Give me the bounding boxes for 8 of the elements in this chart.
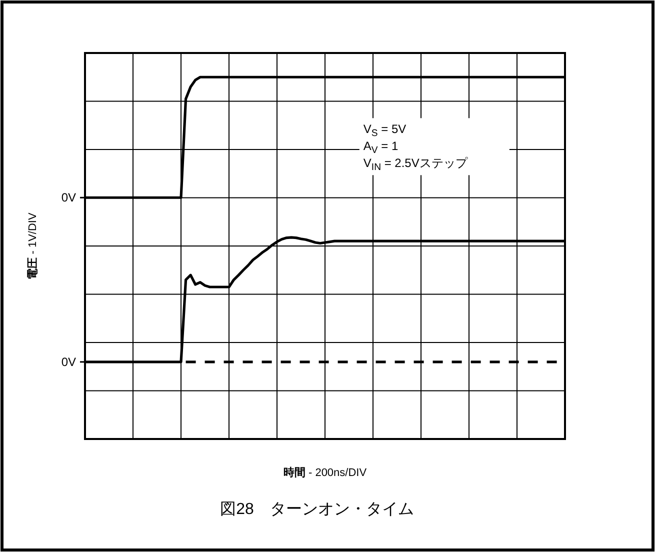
annotation: A$_{V}$ = 1 — [363, 139, 398, 156]
x-axis-title: 時間 - 200ns/DIV — [283, 466, 368, 479]
text: 0V — [61, 190, 76, 205]
text: 0V — [61, 354, 76, 369]
annotation: V$_{IN}$ = 2.5Vステップ — [363, 156, 468, 173]
annotation: V$_{S}$ = 5V — [363, 122, 406, 139]
y-axis-title: 電圧 - 1V/DIV — [27, 212, 39, 280]
text: 図28 ターンオン・タイム — [220, 501, 414, 518]
